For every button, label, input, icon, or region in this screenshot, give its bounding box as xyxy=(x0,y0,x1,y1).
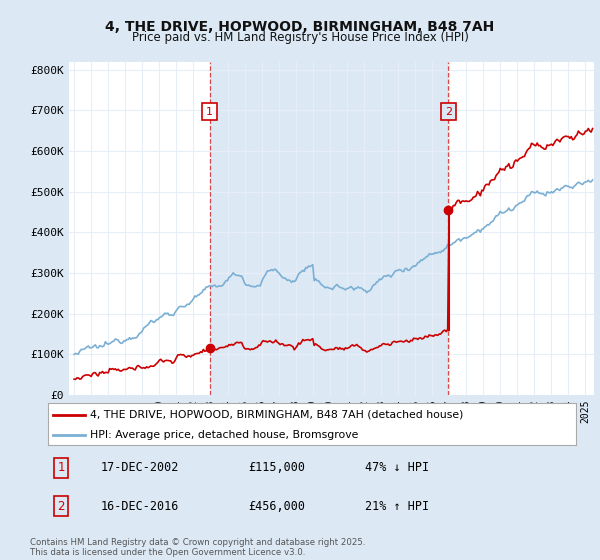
Bar xyxy=(210,62,448,395)
Text: Price paid vs. HM Land Registry's House Price Index (HPI): Price paid vs. HM Land Registry's House … xyxy=(131,31,469,44)
Text: 21% ↑ HPI: 21% ↑ HPI xyxy=(365,500,429,512)
Text: £456,000: £456,000 xyxy=(248,500,305,512)
Text: Contains HM Land Registry data © Crown copyright and database right 2025.
This d: Contains HM Land Registry data © Crown c… xyxy=(30,538,365,557)
Text: 1: 1 xyxy=(206,106,213,116)
Text: HPI: Average price, detached house, Bromsgrove: HPI: Average price, detached house, Brom… xyxy=(90,430,359,440)
Text: 1: 1 xyxy=(58,461,65,474)
Text: 16-DEC-2016: 16-DEC-2016 xyxy=(101,500,179,512)
Text: 47% ↓ HPI: 47% ↓ HPI xyxy=(365,461,429,474)
Text: 4, THE DRIVE, HOPWOOD, BIRMINGHAM, B48 7AH: 4, THE DRIVE, HOPWOOD, BIRMINGHAM, B48 7… xyxy=(106,20,494,34)
Text: 17-DEC-2002: 17-DEC-2002 xyxy=(101,461,179,474)
Text: 4, THE DRIVE, HOPWOOD, BIRMINGHAM, B48 7AH (detached house): 4, THE DRIVE, HOPWOOD, BIRMINGHAM, B48 7… xyxy=(90,409,464,419)
Text: 2: 2 xyxy=(58,500,65,512)
Text: 2: 2 xyxy=(445,106,452,116)
Text: £115,000: £115,000 xyxy=(248,461,305,474)
